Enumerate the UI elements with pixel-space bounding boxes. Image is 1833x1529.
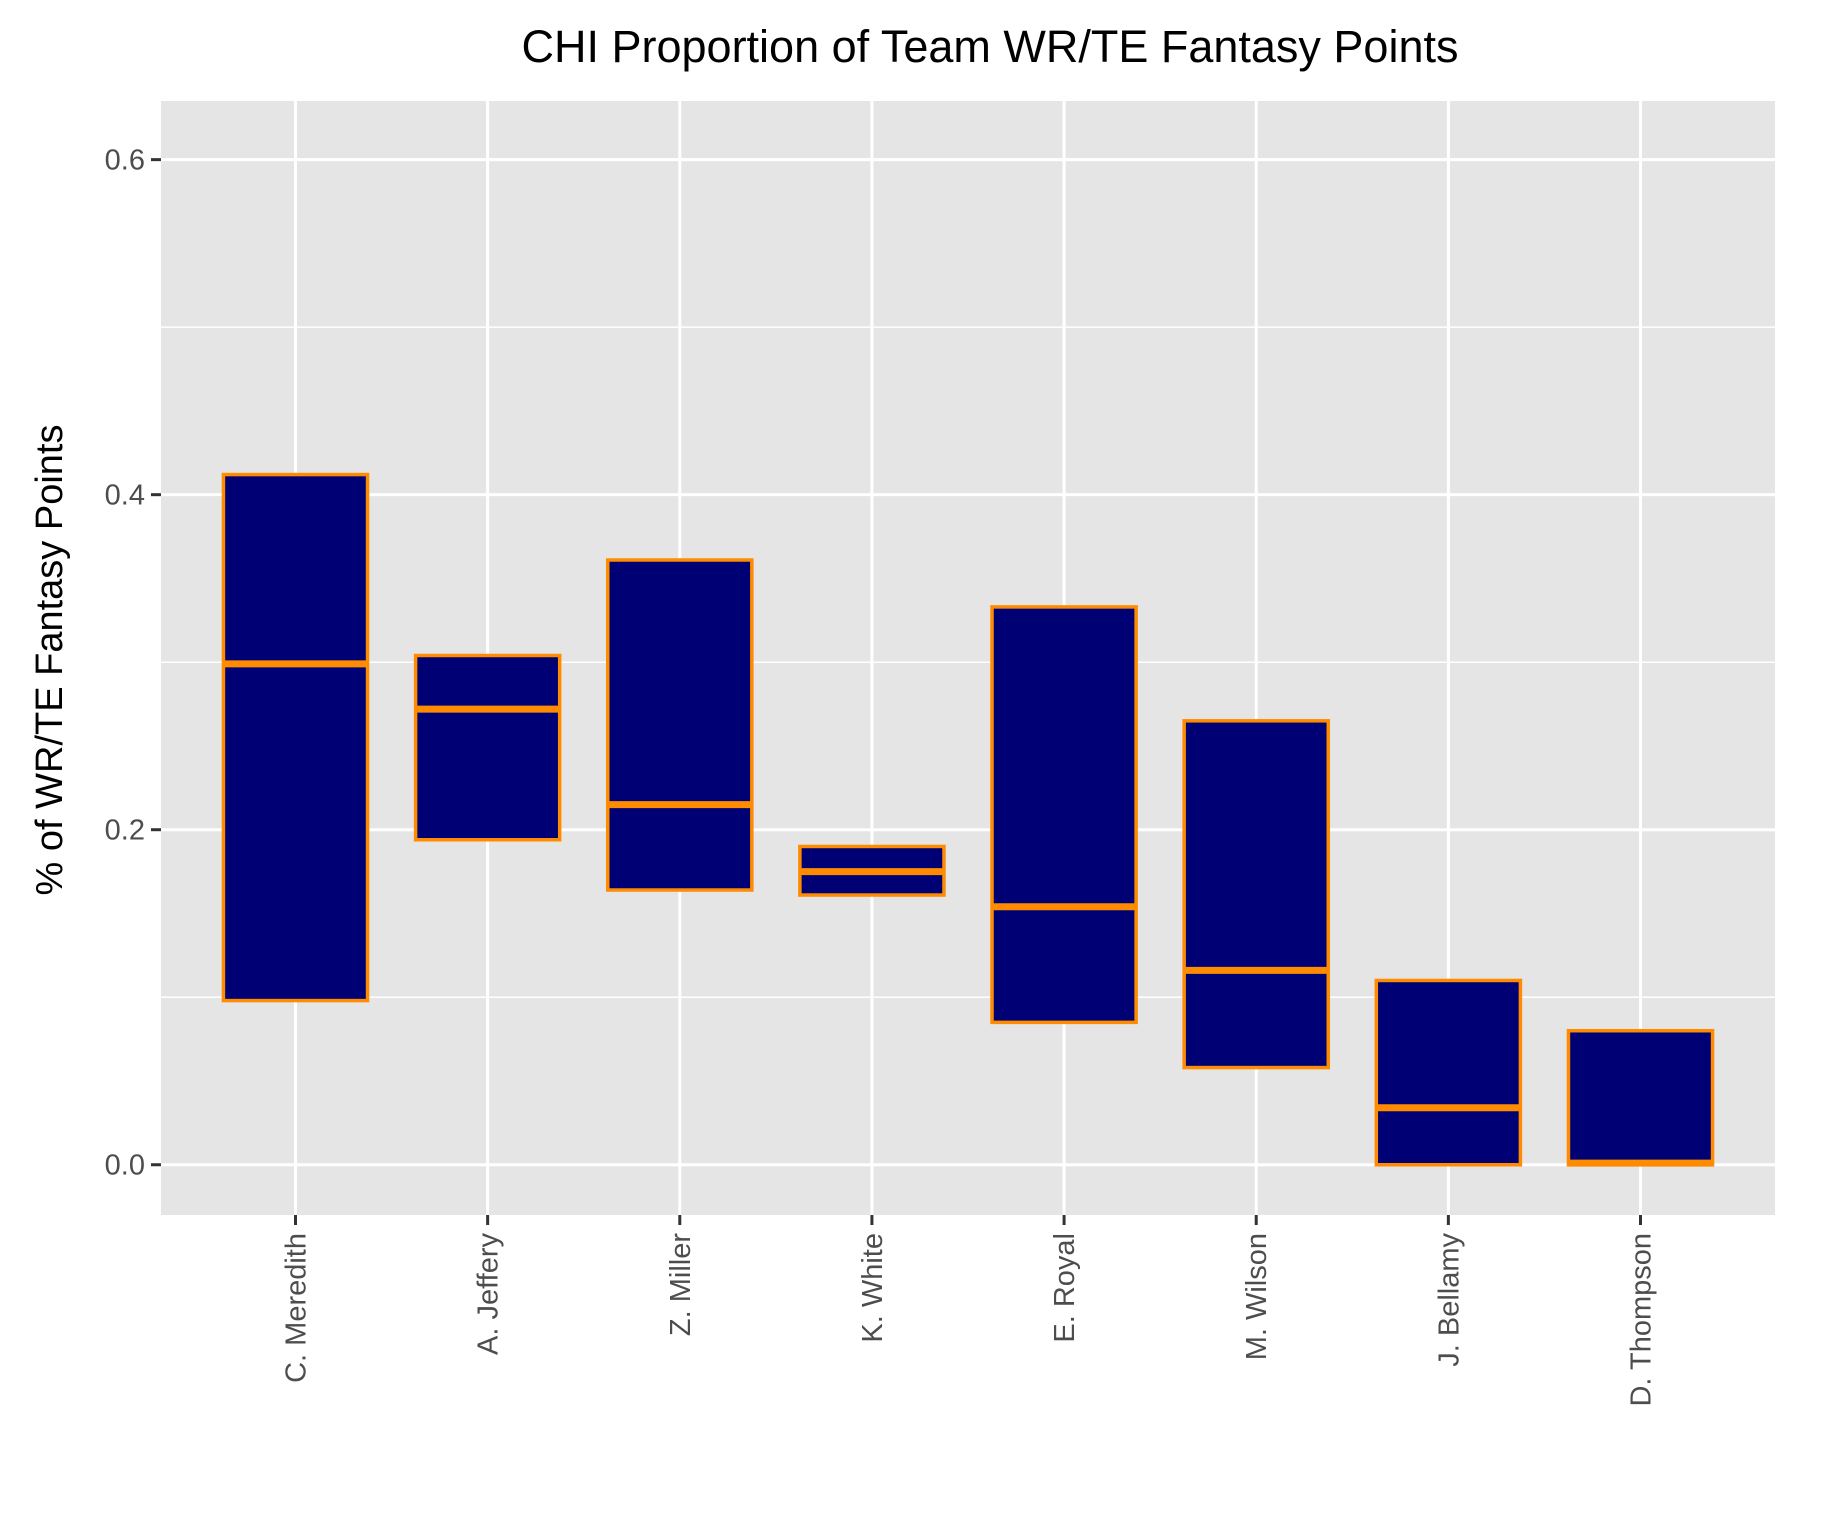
x-tick-label: Z. Miller (665, 1233, 697, 1336)
box (221, 472, 370, 1003)
y-tick-label: 0.0 (105, 1150, 145, 1182)
x-tick-label: D. Thompson (1626, 1233, 1658, 1407)
box (1182, 719, 1331, 1070)
chart-title: CHI Proportion of Team WR/TE Fantasy Poi… (521, 21, 1458, 72)
x-tick-label: A. Jeffery (473, 1233, 505, 1355)
y-axis-label: % of WR/TE Fantasy Points (29, 425, 71, 896)
tick-labels: 0.0 0.2 0.4 0.6 C. Meredith A. Jeffery Z. Mill… (105, 145, 1658, 1407)
x-tick-label: E. Royal (1049, 1233, 1081, 1343)
y-tick-label: 0.4 (105, 480, 145, 512)
box (1374, 978, 1523, 1167)
plot-panel (161, 101, 1775, 1215)
x-tick-label: M. Wilson (1241, 1233, 1273, 1360)
y-tick-label: 0.2 (105, 815, 145, 847)
box (1566, 1028, 1715, 1167)
y-tick-label: 0.6 (105, 145, 145, 177)
axis-ticks (151, 158, 1642, 1225)
x-tick-label: K. White (857, 1233, 889, 1343)
box (605, 558, 754, 892)
x-tick-label: J. Bellamy (1433, 1233, 1465, 1367)
box (413, 653, 562, 842)
boxes (221, 472, 1715, 1167)
x-tick-label: C. Meredith (281, 1233, 313, 1383)
box (990, 605, 1138, 1025)
